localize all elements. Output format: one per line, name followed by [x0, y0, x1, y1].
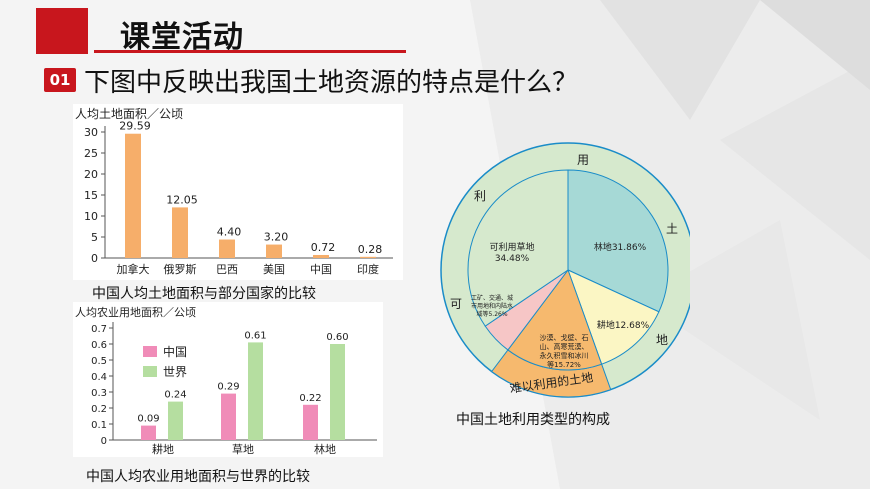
chart1-ytick-label: 10 [84, 210, 98, 223]
chart1-value-label: 0.28 [358, 243, 383, 256]
chart2-ytick-label: 0.1 [91, 420, 107, 431]
chart1-caption: 中国人均土地面积与部分国家的比较 [92, 286, 316, 302]
title-underline [94, 50, 406, 53]
chart1-ytick-label: 15 [84, 189, 98, 202]
chart1-value-label: 12.05 [166, 193, 198, 206]
chart2-ytick-label: 0.7 [91, 324, 107, 335]
pie-label-forest: 林地31.86% [594, 241, 647, 253]
chart1-ytick-label: 25 [84, 147, 98, 160]
chart1-category-label: 美国 [263, 263, 285, 276]
pie-slice [467, 169, 569, 327]
chart1-category-label: 俄罗斯 [164, 263, 197, 276]
pie-label-grassland: 可利用草地 34.48% [489, 241, 534, 264]
chart1-category-label: 印度 [357, 262, 379, 276]
chart2-category-label: 耕地 [152, 442, 174, 456]
chart2-legend-label: 中国 [163, 344, 187, 359]
chart1-value-label: 3.20 [264, 231, 289, 244]
chart2-legend-swatch [143, 366, 157, 377]
chart1-value-label: 29.59 [119, 120, 151, 133]
chart2-ytick-label: 0.5 [91, 356, 107, 367]
question-text: 下图中反映出我国土地资源的特点是什么？ [84, 68, 579, 98]
chart2-bar-0 [303, 404, 318, 440]
chart2-value-label: 0.24 [164, 390, 186, 401]
pie-ring-char: 可 [450, 297, 462, 311]
chart2-value-label: 0.60 [326, 332, 348, 343]
chart1-ytick-label: 5 [91, 231, 98, 244]
chart2-bar-1 [168, 401, 183, 440]
chart3-caption: 中国土地利用类型的构成 [456, 412, 610, 428]
chart2-bar-1 [330, 344, 345, 440]
chart2-bar-0 [221, 393, 236, 440]
chart1-panel: 人均土地面积／公顷 0 5 10 15 20 25 30 29.59 加拿大 12.05 俄罗斯 4.4… [73, 104, 403, 280]
chart2-ylabel: 人均农业用地面积／公顷 [75, 305, 196, 319]
chart2-value-label: 0.09 [137, 414, 159, 425]
chart2-bar-0 [141, 425, 156, 440]
pie-ring-char: 用 [577, 153, 589, 167]
chart2-value-label: 0.29 [217, 382, 239, 393]
chart2-category-label: 草地 [232, 443, 254, 456]
pie-slice [567, 269, 660, 365]
chart1-category-label: 加拿大 [117, 262, 150, 276]
chart2-value-label: 0.61 [244, 330, 266, 341]
chart2-bar-1 [248, 342, 263, 440]
chart2-panel: 人均农业用地面积／公顷 0 0.1 0.2 0.3 0.4 0.5 0.6 0.7 0.09 0.2… [73, 302, 383, 457]
chart1-ylabel: 人均土地面积／公顷 [75, 107, 183, 121]
slide-title: 课堂活动 [120, 20, 244, 55]
chart1-ytick-label: 30 [84, 126, 98, 139]
chart1-bar [125, 133, 141, 258]
chart1-svg: 人均土地面积／公顷 0 5 10 15 20 25 30 29.59 加拿大 12.05 俄罗斯 4.4… [75, 107, 393, 276]
pie-ring-char: 土 [666, 222, 678, 236]
question-number-badge: 01 [44, 68, 76, 92]
pie-slice [507, 268, 603, 371]
pie-label-desert: 沙漠、戈壁、石山、高寒荒漠、永久积雪和冰川等15.72% [540, 333, 589, 369]
chart1-bar [313, 254, 329, 258]
pie-label-urban: 工矿、交通、城市用地和内陆水域等5.26% [471, 294, 513, 318]
pie-chart-svg: 林地31.86% 耕地12.68% 沙漠、戈壁、石山、高寒荒漠、永久积雪和冰川等15… [440, 142, 690, 398]
chart1-category-label: 中国 [310, 263, 332, 276]
chart1-category-label: 巴西 [216, 263, 238, 276]
chart2-value-label: 0.22 [299, 393, 321, 404]
pie-ring-char: 利 [474, 189, 486, 203]
chart1-bar [360, 256, 376, 258]
chart2-category-label: 林地 [314, 442, 336, 456]
chart1-value-label: 0.72 [311, 241, 336, 254]
chart2-caption: 中国人均农业用地面积与世界的比较 [86, 469, 310, 485]
title-accent-block [36, 8, 88, 54]
chart1-ytick-label: 20 [84, 168, 98, 181]
chart2-legend-label: 世界 [163, 365, 187, 379]
chart1-ytick-label: 0 [91, 252, 98, 265]
pie-label-cropland: 耕地12.68% [597, 319, 650, 331]
chart2-svg: 人均农业用地面积／公顷 0 0.1 0.2 0.3 0.4 0.5 0.6 0.7 0.09 0.2… [75, 305, 377, 456]
chart1-value-label: 4.40 [217, 226, 242, 239]
pie-slice [567, 169, 669, 313]
chart2-ytick-label: 0.3 [91, 388, 107, 399]
chart1-bar [266, 244, 282, 258]
chart2-ytick-label: 0.2 [91, 404, 107, 415]
chart2-ytick-label: 0 [101, 436, 107, 447]
chart2-ytick-label: 0.6 [91, 340, 107, 351]
chart2-legend-swatch [143, 346, 157, 357]
chart1-bar [219, 239, 235, 258]
pie-ring-char: 地 [656, 333, 668, 347]
chart1-bar [172, 207, 188, 258]
chart2-ytick-label: 0.4 [91, 372, 107, 383]
